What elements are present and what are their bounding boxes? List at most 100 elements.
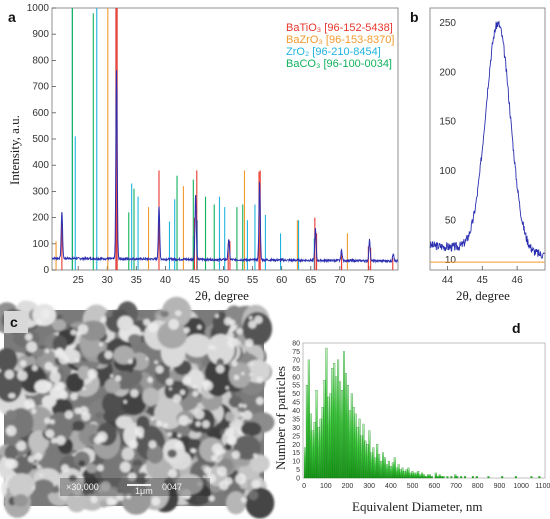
a-ytick-label: 400 <box>32 160 49 171</box>
sem-particle <box>206 371 230 397</box>
sem-highlight <box>7 428 11 433</box>
d-ytick-label: 40 <box>292 408 300 415</box>
sem-highlight <box>100 316 107 323</box>
sem-highlight <box>181 489 192 499</box>
a-ytick-label: 600 <box>32 108 49 119</box>
histogram-bar <box>454 474 457 479</box>
sem-highlight <box>235 473 247 485</box>
d-ytick-label: 60 <box>292 374 300 381</box>
sem-highlight <box>224 477 233 486</box>
sem-particle <box>78 460 86 467</box>
sem-highlight <box>208 344 214 350</box>
sem-highlight <box>82 386 86 391</box>
sem-highlight <box>4 458 16 469</box>
sem-highlight <box>90 495 98 504</box>
histogram-bar <box>538 476 541 479</box>
sem-particle <box>86 463 98 474</box>
histogram-bar <box>335 376 338 479</box>
sem-highlight <box>225 427 235 437</box>
sem-particle <box>225 411 235 422</box>
a-ytick-label: 0 <box>43 265 49 276</box>
sem-highlight <box>202 420 210 429</box>
panel-a-xlabel: 2θ, degree <box>195 288 249 303</box>
sem-highlight <box>56 435 66 446</box>
d-ytick-label: 50 <box>292 391 300 398</box>
sem-highlight <box>137 432 144 439</box>
sem-particle <box>104 311 113 317</box>
sem-particle <box>66 490 87 513</box>
sem-highlight <box>251 479 261 489</box>
sem-highlight <box>69 392 78 401</box>
sem-highlight <box>76 330 82 336</box>
a-legend-entry: BaCO₃ [96-100-0034] <box>286 58 392 70</box>
sem-highlight <box>177 488 182 492</box>
sem-highlight <box>60 464 70 473</box>
sem-particle <box>121 392 147 416</box>
sem-particle <box>164 380 189 402</box>
sem-particle <box>233 435 261 460</box>
histogram-bar <box>385 464 388 479</box>
sem-particle <box>41 395 57 408</box>
histogram-bar <box>425 476 427 479</box>
sem-particle <box>5 409 17 421</box>
sem-highlight <box>45 381 53 390</box>
sem-highlight <box>79 406 89 416</box>
panel-b-peak-curve <box>429 20 545 259</box>
sem-highlight <box>97 434 105 442</box>
histogram-bar <box>327 396 330 479</box>
histogram-bar <box>331 368 334 479</box>
sem-particle <box>0 348 18 372</box>
panel-d-bars <box>303 347 541 479</box>
histogram-bar <box>401 467 404 479</box>
a-ytick-label: 900 <box>32 29 49 40</box>
sem-highlight <box>203 466 212 475</box>
sem-highlight <box>163 422 168 428</box>
histogram-bar <box>307 359 310 479</box>
sem-particles <box>0 296 275 519</box>
sem-highlight <box>148 322 159 333</box>
d-xtick-label: 800 <box>472 483 484 490</box>
sem-particle <box>13 494 29 507</box>
sem-highlight <box>155 420 163 428</box>
histogram-bar <box>358 418 361 479</box>
sem-highlight <box>248 315 253 320</box>
sem-particle <box>32 479 55 496</box>
sem-particle <box>56 314 63 320</box>
histogram-bar <box>339 381 342 479</box>
sem-highlight <box>39 473 43 477</box>
sem-highlight <box>140 331 145 336</box>
sem-particle <box>242 312 273 346</box>
sem-highlight <box>31 365 38 371</box>
histogram-bar <box>329 393 332 479</box>
sem-highlight <box>193 384 197 389</box>
d-ytick-label: 20 <box>292 442 300 449</box>
d-ytick-label: 15 <box>292 450 300 457</box>
histogram-bar <box>362 423 365 479</box>
histogram-bar <box>323 379 326 479</box>
sem-highlight <box>119 461 131 473</box>
a-xtick-label: 65 <box>305 275 317 286</box>
histogram-bar <box>344 373 347 479</box>
d-xtick-label: 0 <box>302 483 306 490</box>
d-ytick-label: 25 <box>292 433 300 440</box>
a-xtick-label: 50 <box>218 275 230 286</box>
d-ytick-label: 70 <box>292 357 300 364</box>
sem-particle <box>160 310 169 318</box>
sem-highlight <box>110 374 114 378</box>
sem-highlight <box>195 421 201 427</box>
sem-scale-strip <box>60 478 210 496</box>
histogram-bar <box>514 476 517 479</box>
b-ytick-label: 200 <box>439 67 456 78</box>
sem-highlight <box>143 318 151 326</box>
histogram-bar <box>426 474 429 479</box>
sem-highlight <box>231 360 238 367</box>
sem-scale-label: 1μm <box>135 486 153 496</box>
sem-highlight <box>165 378 174 386</box>
d-xtick-label: 300 <box>363 483 375 490</box>
sem-highlight <box>214 313 219 318</box>
sem-particle <box>174 310 182 317</box>
panel-c-sem-image: ×30,000 1μm 0047 c <box>0 296 275 519</box>
sem-highlight <box>87 368 98 379</box>
a-ytick-label: 300 <box>32 186 49 197</box>
sem-highlight <box>167 431 172 437</box>
